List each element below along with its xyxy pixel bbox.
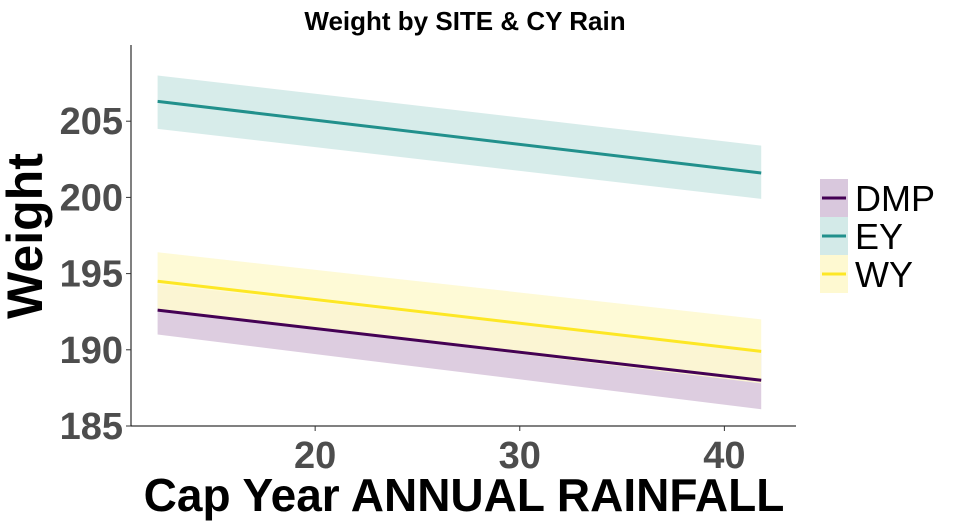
legend-label-wy: WY <box>855 254 913 295</box>
x-axis-title: Cap Year ANNUAL RAINFALL <box>144 469 785 521</box>
ribbons-layer <box>157 75 762 410</box>
line-ey <box>157 99 762 175</box>
x-tick-label: 20 <box>294 435 336 477</box>
line-dmp <box>157 308 762 382</box>
lines-layer <box>157 99 762 382</box>
y-ticks: 185 190 195 200 205 <box>60 101 131 448</box>
y-tick-label: 185 <box>60 406 123 448</box>
x-ticks: 20 30 40 <box>294 426 746 477</box>
x-tick-label: 40 <box>703 435 745 477</box>
y-tick-label: 205 <box>60 101 123 143</box>
legend-label-dmp: DMP <box>855 178 935 219</box>
y-tick-label: 200 <box>60 177 123 219</box>
chart-title: Weight by SITE & CY Rain <box>304 6 625 36</box>
x-tick-label: 30 <box>499 435 541 477</box>
ribbon-wy <box>157 252 762 384</box>
legend-label-ey: EY <box>855 216 903 257</box>
y-tick-label: 195 <box>60 254 123 296</box>
y-axis-title: Weight <box>0 153 53 319</box>
line-wy <box>157 279 762 353</box>
y-tick-label: 190 <box>60 330 123 372</box>
